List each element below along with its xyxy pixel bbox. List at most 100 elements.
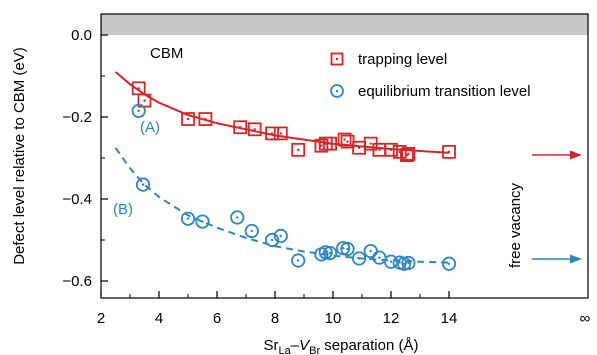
trapping-point — [401, 146, 416, 161]
equilibrium-point-dot — [324, 251, 327, 254]
trapping-point-dot — [346, 140, 349, 143]
equilibrium-point — [195, 214, 210, 229]
equilibrium-point-dot — [447, 262, 451, 265]
trapping-point-dot — [186, 117, 190, 121]
x-tick-label: 10 — [325, 310, 342, 327]
equilibrium-point-dot — [186, 217, 190, 220]
trapping-point-dot — [405, 153, 409, 157]
data-points — [131, 81, 457, 271]
y-axis: 0.0 −0.2 −0.4 −0.6 — [62, 27, 108, 290]
legend-label-trapping: trapping level — [358, 51, 447, 68]
x-label-br: Br — [309, 345, 320, 355]
equilibrium-point-dot — [279, 234, 282, 238]
free-vacancy-arrow-equilibrium — [532, 254, 582, 264]
trapping-point — [400, 148, 414, 163]
arrow-head-equilibrium — [570, 254, 582, 264]
x-tick-label: 14 — [441, 310, 458, 327]
plot-frame — [100, 13, 589, 299]
equilibrium-point — [396, 256, 412, 271]
trapping-point — [273, 126, 288, 141]
trapping-point-dot — [253, 128, 256, 131]
trapping-point-dot — [357, 146, 361, 149]
trapping-point — [247, 122, 262, 137]
equilibrium-point — [291, 253, 306, 268]
legend-circle-dot — [335, 89, 339, 93]
trapping-point-dot — [297, 148, 300, 151]
trapping-point-dot — [447, 150, 451, 154]
legend-item-equilibrium: equilibrium transition level — [330, 83, 531, 100]
trapping-point-dot — [324, 142, 327, 145]
equilibrium-point-dot — [402, 262, 406, 265]
x-tick-label-infinity: ∞ — [580, 310, 591, 327]
legend-item-trapping: trapping level — [330, 51, 447, 68]
equilibrium-point-dot — [378, 256, 381, 259]
trapping-point-dot — [270, 132, 274, 135]
x-label-dash: – — [291, 337, 300, 354]
x-label-sr: Sr — [264, 337, 279, 354]
y-tick-label: −0.2 — [62, 109, 92, 126]
trapping-point — [198, 112, 213, 126]
trapping-point — [384, 142, 398, 157]
equilibrium-point — [340, 241, 355, 257]
cbm-band — [101, 14, 588, 35]
equilibrium-point-dot — [270, 238, 274, 242]
trapping-point-dot — [320, 144, 323, 147]
equilibrium-point-dot — [407, 261, 410, 265]
x-label-v: V — [299, 337, 311, 354]
equilibrium-point — [264, 232, 280, 248]
trapping-point-dot — [239, 126, 242, 129]
x-label-la: La — [279, 345, 292, 355]
equilibrium-point-dot — [389, 260, 393, 263]
equilibrium-point — [383, 254, 399, 269]
equilibrium-point — [131, 103, 146, 118]
equilibrium-point-dot — [398, 261, 401, 264]
trapping-point-dot — [137, 87, 140, 90]
equilibrium-point — [244, 223, 259, 239]
equilibrium-point-dot — [201, 220, 204, 223]
trapping-point-dot — [343, 138, 346, 141]
trapping-point-dot — [369, 142, 372, 145]
legend-label-equilibrium: equilibrium transition level — [358, 83, 531, 100]
x-axis: 2 4 6 8 10 12 14 ∞ — [97, 291, 591, 327]
trapping-point — [392, 144, 407, 159]
free-vacancy-arrow-trapping — [532, 150, 582, 160]
equilibrium-point-dot — [341, 247, 345, 250]
trapping-point-dot — [378, 148, 381, 151]
cbm-label: CBM — [150, 45, 183, 62]
fit-curve-equilibrium — [114, 147, 450, 264]
trapping-point-dot — [279, 132, 282, 135]
x-tick-label: 8 — [271, 310, 279, 327]
trapping-point — [233, 120, 248, 135]
x-tick-label: 2 — [97, 310, 105, 327]
trapping-point — [314, 138, 329, 153]
equilibrium-point — [273, 228, 288, 243]
trapping-point — [323, 136, 338, 151]
equilibrium-point-dot — [297, 259, 300, 262]
x-tick-label: 4 — [155, 310, 163, 327]
trapping-point — [442, 144, 456, 159]
legend-square-dot — [335, 57, 339, 61]
y-tick-label: −0.4 — [62, 191, 92, 208]
trapping-point — [291, 142, 306, 157]
annotation-A: (A) — [140, 119, 160, 136]
equilibrium-point — [180, 211, 196, 226]
x-axis-label: SrLa–VBr separation (Å) — [264, 337, 419, 355]
equilibrium-point-dot — [250, 229, 253, 233]
legend-square-marker — [330, 52, 344, 66]
free-vacancy-label: free vacancy — [507, 182, 524, 268]
fit-curves — [114, 71, 450, 264]
arrow-head-trapping — [570, 150, 582, 160]
equilibrium-point — [322, 246, 338, 261]
x-tick-label: 6 — [213, 310, 221, 327]
legend: trapping level equilibrium transition le… — [330, 51, 531, 100]
y-axis-label: Defect level relative to CBM (eV) — [11, 47, 28, 265]
legend-circle-marker — [330, 84, 344, 98]
equilibrium-point — [351, 251, 367, 266]
equilibrium-point — [230, 210, 245, 225]
equilibrium-point-dot — [137, 109, 140, 113]
equilibrium-point-dot — [369, 249, 372, 253]
trapping-point-dot — [204, 117, 207, 121]
x-label-rest: separation (Å) — [320, 337, 418, 354]
equilibrium-point — [441, 256, 457, 271]
